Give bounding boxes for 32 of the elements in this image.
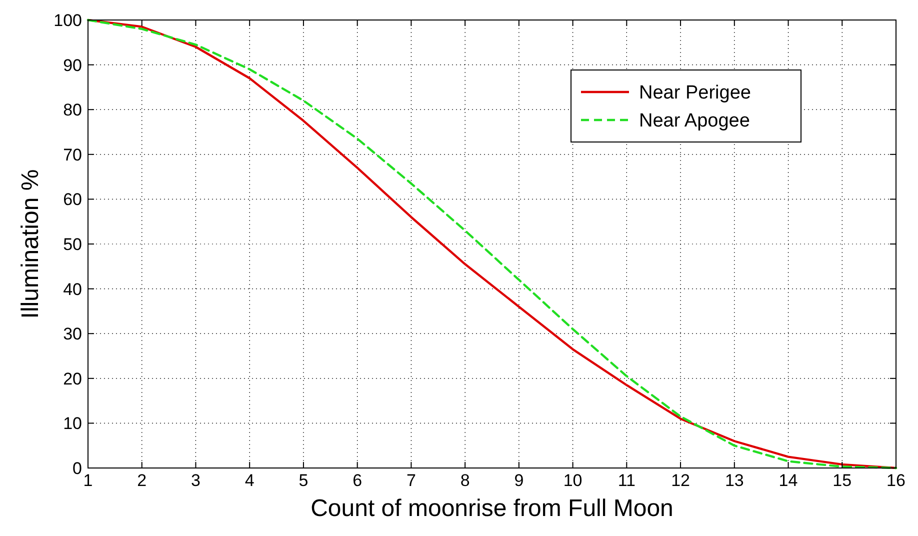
x-tick-label: 10 bbox=[563, 471, 582, 490]
x-tick-label: 3 bbox=[191, 471, 200, 490]
x-tick-label: 5 bbox=[298, 471, 308, 490]
y-tick-label: 100 bbox=[54, 10, 82, 30]
legend-label: Near Perigee bbox=[639, 82, 751, 104]
x-tick-label: 16 bbox=[886, 471, 906, 490]
x-tick-label: 4 bbox=[244, 471, 254, 490]
y-tick-label: 30 bbox=[63, 324, 82, 344]
x-tick-label: 8 bbox=[460, 471, 470, 490]
line-series bbox=[86, 18, 898, 470]
x-tick-label: 11 bbox=[618, 471, 636, 490]
x-tick-label: 1 bbox=[83, 471, 93, 490]
y-tick-label: 20 bbox=[63, 369, 82, 388]
y-tick-label: 60 bbox=[63, 190, 82, 210]
y-tick-label: 90 bbox=[63, 56, 82, 75]
x-tick-label: 6 bbox=[352, 471, 362, 490]
y-tick-label: 70 bbox=[63, 145, 82, 164]
x-axis-title: Count of moonrise from Full Moon bbox=[310, 495, 674, 522]
x-tick-label: 7 bbox=[406, 471, 416, 490]
x-tick-label: 14 bbox=[778, 471, 798, 490]
y-axis-title: Illumination % bbox=[17, 169, 44, 319]
x-tick-label: 2 bbox=[137, 471, 147, 490]
x-tick-label: 13 bbox=[724, 471, 744, 490]
legend-label: Near Apogee bbox=[639, 110, 750, 132]
x-tick-label: 15 bbox=[832, 471, 852, 490]
y-tick-label: 40 bbox=[63, 280, 82, 299]
y-tick-label: 0 bbox=[72, 458, 82, 478]
y-tick-label: 80 bbox=[63, 100, 82, 120]
x-tick-label: 9 bbox=[514, 471, 524, 490]
x-tick-label: 12 bbox=[671, 471, 690, 490]
y-tick-label: 50 bbox=[63, 234, 82, 254]
y-tick-label: 10 bbox=[63, 414, 82, 434]
